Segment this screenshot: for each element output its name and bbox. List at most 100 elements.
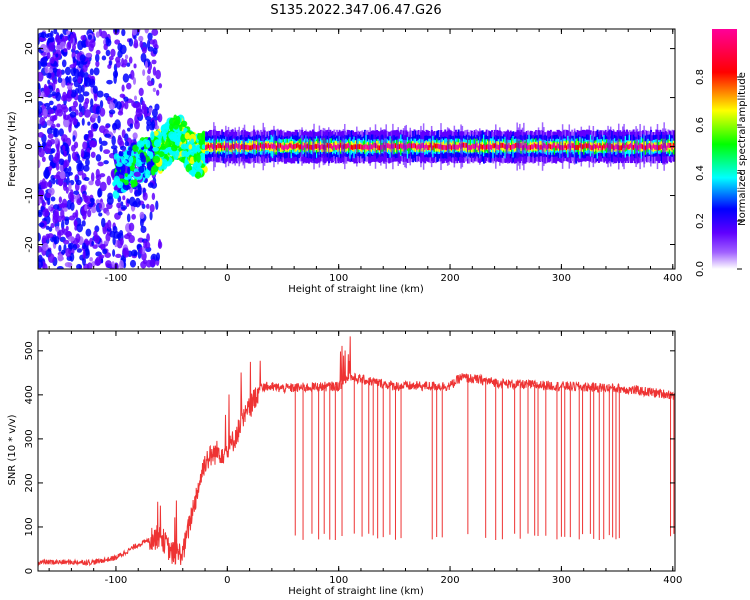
- spectrogram-cell: [365, 144, 368, 150]
- snr-x-label: Height of straight line (km): [288, 586, 424, 597]
- spectrogram-cell: [76, 248, 83, 253]
- spectrogram-cell: [342, 129, 345, 165]
- spectrogram-cell: [180, 120, 188, 128]
- spectrogram-cell: [75, 209, 79, 219]
- spectrogram-cell: [57, 108, 64, 117]
- spectrogram-cell: [282, 145, 285, 151]
- spectrogram-cell: [408, 143, 411, 149]
- spectrogram-cell: [82, 64, 88, 73]
- spectrogram-cell: [658, 145, 661, 151]
- spectrogram-cell: [141, 203, 146, 209]
- spectrogram-cell: [488, 130, 490, 163]
- spectrogram-cell: [40, 43, 47, 52]
- spectrogram-cell: [38, 101, 43, 107]
- spectrogram-cell: [97, 188, 102, 198]
- spectrogram-cell: [243, 124, 246, 169]
- spectrogram-cell: [59, 171, 66, 180]
- spectrogram-x-tick-label: 400: [663, 273, 682, 284]
- spectrogram-cell: [45, 225, 50, 230]
- spectrogram-cell: [205, 145, 208, 151]
- spectrogram-cell: [600, 145, 603, 151]
- spectrogram-cell: [97, 115, 101, 124]
- spectrogram-cell: [549, 144, 552, 150]
- spectrogram-cell: [90, 198, 95, 206]
- snr-y-tick-label: 500: [24, 341, 35, 360]
- spectrogram-cell: [148, 107, 153, 113]
- spectrogram-cell: [40, 31, 47, 39]
- spectrogram-cell: [299, 144, 302, 150]
- spectrogram-cell: [116, 153, 120, 164]
- spectrogram-x-tick-label: 200: [440, 273, 459, 284]
- spectrogram-cell: [293, 144, 296, 149]
- spectrogram-cell: [63, 207, 68, 212]
- spectrogram-cell: [670, 142, 673, 148]
- spectrogram-cell: [52, 204, 60, 211]
- spectrogram-cell: [62, 145, 66, 152]
- spectrogram-cell: [634, 143, 637, 149]
- snr-x-tick-label: 0: [224, 575, 230, 586]
- spectrogram-cell: [337, 143, 340, 149]
- spectrogram-cell: [158, 83, 163, 89]
- spectrogram-cell: [124, 101, 129, 110]
- spectrogram-cell: [483, 143, 486, 149]
- spectrogram-cell: [529, 145, 532, 150]
- spectrogram-cell: [45, 33, 50, 38]
- spectrogram-cell: [230, 144, 233, 150]
- spectrogram-cell: [523, 122, 525, 171]
- spectrogram-cell: [168, 131, 176, 140]
- spectrogram-cell: [38, 222, 45, 228]
- spectrogram-cell: [262, 122, 265, 171]
- spectrogram-cell: [464, 143, 467, 148]
- spectrogram-cell: [50, 30, 54, 38]
- spectrogram-cell: [259, 142, 262, 148]
- spectrogram-cell: [161, 124, 169, 134]
- spectrogram-cell: [505, 130, 508, 163]
- spectrogram-cell: [47, 133, 54, 139]
- spectrogram-cell: [133, 38, 139, 49]
- spectrogram-cell: [70, 33, 74, 44]
- spectrogram-cell: [57, 77, 63, 84]
- spectrogram-cell: [66, 84, 73, 90]
- spectrogram-cell: [139, 247, 143, 255]
- spectrogram-cell: [63, 114, 70, 121]
- spectrogram-cell: [349, 145, 352, 151]
- spectrogram-cell: [141, 251, 147, 261]
- spectrogram-cell: [117, 134, 122, 141]
- spectrogram-cell: [141, 100, 145, 106]
- spectrogram-cell: [82, 91, 90, 97]
- spectrogram-cell: [131, 249, 138, 257]
- spectrogram-cell: [151, 108, 158, 118]
- spectrogram-cell: [103, 160, 109, 165]
- spectrogram-cell: [257, 129, 259, 164]
- spectrogram-cell: [199, 138, 205, 145]
- spectrogram-cell: [128, 222, 135, 232]
- snr-x-tick-label: 100: [329, 575, 348, 586]
- spectrogram-y-label: Frequency (Hz): [7, 111, 18, 187]
- spectrogram-cell: [543, 127, 545, 167]
- spectrogram-cell: [613, 145, 616, 151]
- spectrogram-cell: [51, 91, 57, 97]
- spectrogram-cell: [55, 109, 59, 117]
- spectrogram-cell: [536, 144, 539, 150]
- spectrogram-cell: [519, 123, 521, 170]
- spectrogram-cell: [249, 140, 252, 150]
- spectrogram-cell: [456, 144, 459, 150]
- spectrogram-cell: [458, 142, 461, 148]
- spectrogram-cell: [576, 144, 579, 150]
- spectrogram-cell: [99, 107, 106, 117]
- spectrogram-cell: [64, 262, 72, 268]
- spectrogram-cell: [535, 143, 538, 149]
- spectrogram-cell: [462, 142, 465, 148]
- spectrogram-cell: [48, 226, 53, 232]
- spectrogram-cell: [468, 145, 471, 150]
- spectrogram-cell: [50, 147, 56, 154]
- spectrogram-cell: [210, 143, 213, 153]
- spectrogram-cell: [151, 119, 156, 130]
- spectrogram-cell: [241, 144, 244, 150]
- spectrogram-cell: [45, 90, 50, 96]
- spectrogram-cell: [89, 257, 93, 262]
- spectrogram-cell: [338, 129, 341, 164]
- spectrogram-cell: [143, 108, 148, 119]
- spectrogram-cell: [117, 211, 123, 216]
- spectrogram-cell: [38, 232, 41, 242]
